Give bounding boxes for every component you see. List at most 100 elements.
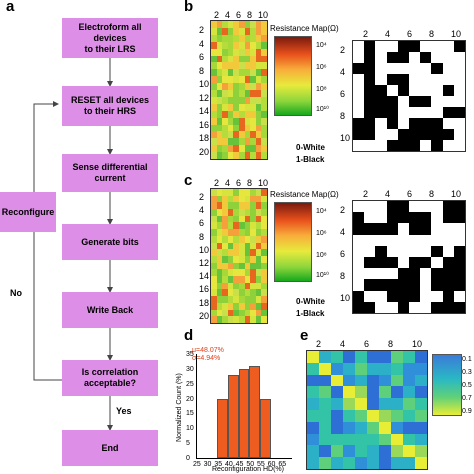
axis-tick-label: 12 xyxy=(199,92,210,103)
resistance-cell xyxy=(255,96,262,104)
b-legend-white: 0-White xyxy=(296,143,325,152)
binary-cell xyxy=(442,301,454,313)
correlation-cell xyxy=(403,433,415,446)
binary-cell xyxy=(420,234,432,246)
axis-tick-label: 20 xyxy=(199,146,210,157)
binary-cell xyxy=(453,52,465,63)
correlation-cell xyxy=(307,398,319,410)
binary-cell xyxy=(431,96,443,107)
correlation-cell xyxy=(379,457,391,469)
resistance-cell xyxy=(227,34,234,42)
resistance-cell xyxy=(233,48,239,56)
resistance-cell xyxy=(211,48,217,56)
binary-cell xyxy=(397,74,409,85)
resistance-cell xyxy=(233,138,239,146)
flow-step-reset: RESET all devices to their HRS xyxy=(62,86,158,126)
axis-tick-label: 6 xyxy=(340,249,346,259)
resistance-cell xyxy=(238,189,245,196)
resistance-cell xyxy=(233,249,239,256)
resistance-cell xyxy=(222,235,228,243)
resistance-cell xyxy=(244,276,251,283)
resistance-cell xyxy=(255,27,262,35)
resistance-cell xyxy=(211,316,217,323)
histogram-sigma-annotation: σ=4.94% xyxy=(192,355,221,362)
resistance-cell xyxy=(222,90,228,97)
resistance-cell xyxy=(255,48,262,56)
axis-tick-label: 0.7 xyxy=(462,395,472,402)
resistance-cell xyxy=(222,276,228,283)
binary-cell xyxy=(442,234,454,246)
resistance-cell xyxy=(255,90,262,97)
axis-tick-label: 2 xyxy=(363,29,369,39)
resistance-cell xyxy=(211,282,217,290)
resistance-cell xyxy=(227,209,234,216)
binary-cell xyxy=(364,74,376,85)
binary-cell xyxy=(386,301,398,313)
binary-cell xyxy=(386,63,398,74)
resistance-cell xyxy=(255,302,262,310)
axis-tick-label: 2 xyxy=(214,178,220,188)
panel-label-c: c xyxy=(184,172,193,189)
histogram-y-axis xyxy=(196,354,197,458)
correlation-cell xyxy=(331,410,343,422)
correlation-cell xyxy=(307,374,319,387)
resistance-cell xyxy=(216,21,223,28)
resistance-cell xyxy=(261,242,267,250)
resistance-cell xyxy=(211,62,217,70)
resistance-cell xyxy=(261,83,267,90)
resistance-cell xyxy=(233,316,239,323)
resistance-cell xyxy=(244,103,251,111)
axis-tick-label: 18 xyxy=(199,133,210,143)
resistance-cell xyxy=(222,69,228,77)
histogram-x-tick: 60 xyxy=(267,461,276,468)
resistance-cell xyxy=(216,62,223,70)
c-colorbar xyxy=(274,202,312,282)
correlation-cell xyxy=(367,351,379,363)
c-legend-white: 0-White xyxy=(296,297,325,306)
resistance-cell xyxy=(238,316,245,323)
resistance-cell xyxy=(238,34,245,42)
resistance-cell xyxy=(238,242,245,250)
correlation-colorbar xyxy=(432,354,462,416)
correlation-cell xyxy=(355,362,367,375)
resistance-cell xyxy=(216,34,223,42)
resistance-cell xyxy=(250,302,256,310)
histogram-y-tick: 30 xyxy=(186,365,194,373)
binary-cell xyxy=(431,85,443,96)
histogram-bar xyxy=(249,365,260,458)
resistance-cell xyxy=(233,289,239,297)
binary-cell xyxy=(353,201,365,213)
resistance-cell xyxy=(255,69,262,77)
correlation-cell xyxy=(355,421,367,434)
binary-cell xyxy=(442,212,454,224)
binary-cell xyxy=(375,107,387,118)
axis-tick-label: 4 xyxy=(225,10,231,20)
binary-cell xyxy=(408,290,421,302)
resistance-cell xyxy=(244,249,251,256)
binary-cell xyxy=(386,212,398,224)
resistance-cell xyxy=(233,152,239,159)
resistance-cell xyxy=(261,90,267,97)
binary-cell xyxy=(453,85,465,96)
resistance-cell xyxy=(216,249,223,256)
resistance-cell xyxy=(261,195,267,203)
resistance-cell xyxy=(227,131,234,139)
binary-cell xyxy=(353,212,365,224)
correlation-cell xyxy=(355,410,367,422)
resistance-cell xyxy=(216,296,223,303)
resistance-cell xyxy=(233,229,239,236)
resistance-cell xyxy=(250,48,256,56)
resistance-cell xyxy=(255,110,262,118)
resistance-cell xyxy=(227,276,234,283)
correlation-cell xyxy=(367,398,379,410)
c-colorbar-tick: 10⁶ xyxy=(316,230,327,237)
resistance-cell xyxy=(227,152,234,159)
binary-cell xyxy=(431,234,443,246)
resistance-cell xyxy=(216,131,223,139)
binary-cell xyxy=(408,268,421,280)
resistance-cell xyxy=(255,152,262,159)
resistance-cell xyxy=(261,152,267,159)
binary-cell xyxy=(364,107,376,118)
histogram-y-tick: 10 xyxy=(186,425,194,433)
resistance-cell xyxy=(250,209,256,216)
